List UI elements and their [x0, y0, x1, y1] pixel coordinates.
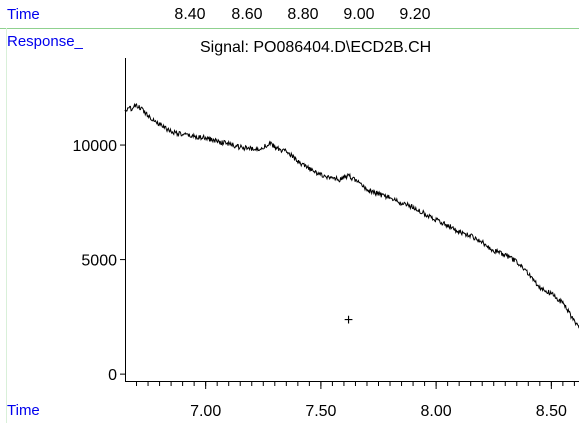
top-tick-labels: 8.40 8.60 8.80 9.00 9.20 [174, 6, 430, 23]
y-axis-label: Response_ [7, 33, 84, 50]
y-tick-label: 10000 [73, 138, 118, 155]
y-axis-ticks: 0 5000 10000 [73, 138, 125, 384]
x-tick-label: 7.50 [305, 403, 336, 420]
x-tick-label: 8.00 [421, 403, 452, 420]
signal-trace [124, 102, 579, 329]
top-tick-label: 9.20 [399, 6, 430, 23]
crosshair-marker: + [344, 312, 353, 329]
x-axis-label: Time [7, 402, 40, 419]
chart-title: Signal: PO086404.D\ECD2B.CH [200, 39, 431, 56]
top-tick-label: 8.60 [231, 6, 262, 23]
x-tick-label: 7.00 [190, 403, 221, 420]
top-tick-label: 8.80 [287, 6, 318, 23]
top-tick-label: 9.00 [343, 6, 374, 23]
top-tick-label: 8.40 [174, 6, 205, 23]
y-tick-label: 5000 [81, 253, 117, 270]
top-time-label: Time [7, 6, 40, 23]
x-tick-label: 8.50 [536, 403, 567, 420]
x-axis-ticks: 7.00 7.50 8.00 8.50 [136, 381, 575, 420]
y-tick-label: 0 [108, 367, 117, 384]
